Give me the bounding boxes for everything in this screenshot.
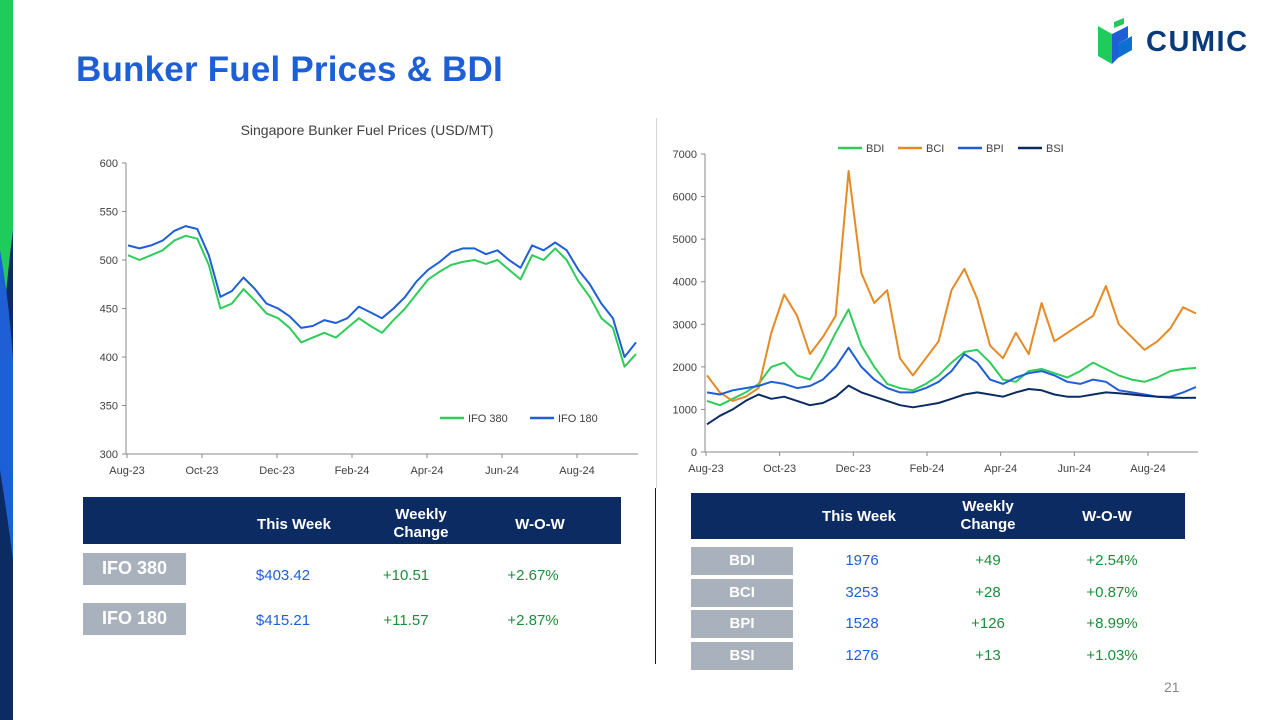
bdi-weekly-change: +13 <box>975 647 1001 664</box>
fuel-wow: +2.67% <box>507 567 559 584</box>
fuel-this-week: $403.42 <box>255 567 311 584</box>
fuel-wow: +2.87% <box>507 612 559 629</box>
y-tick-label: 7000 <box>673 149 697 161</box>
x-tick-label: Oct-23 <box>185 465 218 477</box>
bdi-wow: +8.99% <box>1086 615 1138 632</box>
legend-label: BPI <box>986 143 1004 155</box>
legend-label: IFO 180 <box>558 413 598 425</box>
bdi-header-wow: W-O-W <box>1082 508 1132 525</box>
left-accent-band <box>0 0 13 720</box>
x-tick-label: Feb-24 <box>910 463 945 475</box>
series-line-bpi <box>706 346 1197 398</box>
series-line-ifo-380 <box>127 234 637 368</box>
x-tick-label: Aug-23 <box>109 465 144 477</box>
y-tick-label: 400 <box>100 352 118 364</box>
logo-text: CUMIC <box>1146 26 1249 58</box>
y-tick-label: 2000 <box>673 362 697 374</box>
bdi-row-label: BDI <box>691 547 793 575</box>
x-tick-label: Jun-24 <box>485 465 519 477</box>
bdi-wow: +2.54% <box>1086 552 1138 569</box>
x-tick-label: Dec-23 <box>259 465 294 477</box>
bdi-this-week: 3253 <box>845 584 879 601</box>
x-tick-label: Aug-24 <box>559 465 594 477</box>
y-tick-label: 600 <box>100 158 118 170</box>
series-line-bdi <box>706 308 1197 407</box>
y-tick-label: 4000 <box>673 277 697 289</box>
x-tick-label: Dec-23 <box>836 463 871 475</box>
bdi-row-label: BCI <box>691 579 793 607</box>
bdi-row-label: BPI <box>691 610 793 638</box>
legend-label: BSI <box>1046 143 1064 155</box>
fuel-header-weekly-change: Weekly Change <box>393 506 449 541</box>
bdi-weekly-change: +28 <box>975 584 1001 601</box>
bdi-wow: +1.03% <box>1086 647 1138 664</box>
fuel-weekly-change: +11.57 <box>383 612 429 629</box>
legend-label: IFO 380 <box>468 413 508 425</box>
series-line-ifo-180 <box>127 225 637 358</box>
chart-divider <box>656 118 657 488</box>
x-tick-label: Feb-24 <box>335 465 370 477</box>
y-tick-label: 5000 <box>673 234 697 246</box>
x-tick-label: Oct-23 <box>763 463 796 475</box>
fuel-header-wow: W-O-W <box>515 516 565 533</box>
bdi-row-label: BSI <box>691 642 793 670</box>
legend-label: BDI <box>866 143 884 155</box>
x-tick-label: Apr-24 <box>984 463 1017 475</box>
table-divider <box>655 488 656 664</box>
x-tick-label: Aug-24 <box>1130 463 1165 475</box>
page-number: 21 <box>1164 679 1180 695</box>
bdi-header-this-week: This Week <box>822 508 896 525</box>
y-tick-label: 6000 <box>673 192 697 204</box>
x-tick-label: Apr-24 <box>410 465 443 477</box>
series-line-bsi <box>706 384 1197 426</box>
y-tick-label: 300 <box>100 449 118 461</box>
legend-label: BCI <box>926 143 944 155</box>
bdi-weekly-change: +49 <box>975 552 1001 569</box>
fuel-weekly-change: +10.51 <box>382 567 430 584</box>
y-tick-label: 450 <box>100 304 118 316</box>
fuel-row-label: IFO 380 <box>83 553 186 585</box>
chart-title: Singapore Bunker Fuel Prices (USD/MT) <box>241 122 494 138</box>
fuel-row-label: IFO 180 <box>83 603 186 635</box>
bdi-weekly-change: +126 <box>971 615 1005 632</box>
y-tick-label: 500 <box>100 255 118 267</box>
y-tick-label: 0 <box>691 447 697 459</box>
bdi-wow: +0.87% <box>1086 584 1138 601</box>
cumic-logo: CUMIC <box>1094 18 1259 70</box>
bdi-this-week: 1276 <box>845 647 879 664</box>
logo-mark-icon <box>1098 18 1132 64</box>
y-tick-label: 350 <box>100 401 118 413</box>
bdi-this-week: 1976 <box>845 552 879 569</box>
fuel-this-week: $415.21 <box>255 612 311 629</box>
fuel-table-header: This Week Weekly Change W-O-W <box>83 497 621 544</box>
y-tick-label: 3000 <box>673 319 697 331</box>
x-tick-label: Aug-23 <box>688 463 723 475</box>
series-line-bci <box>706 170 1197 402</box>
x-tick-label: Jun-24 <box>1058 463 1092 475</box>
page-title: Bunker Fuel Prices & BDI <box>76 50 503 89</box>
fuel-header-this-week: This Week <box>257 516 331 533</box>
bdi-this-week: 1528 <box>845 615 879 632</box>
y-tick-label: 1000 <box>673 404 697 416</box>
y-tick-label: 550 <box>100 207 118 219</box>
bdi-table-header: This Week Weekly Change W-O-W <box>691 493 1185 539</box>
bdi-header-weekly-change: Weekly Change <box>960 498 1016 533</box>
